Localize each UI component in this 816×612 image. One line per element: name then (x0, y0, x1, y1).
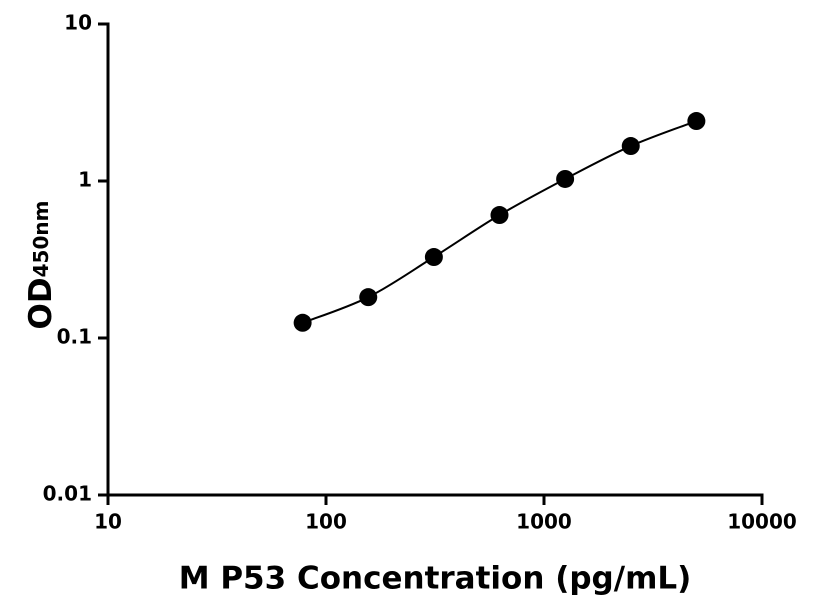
y-axis-title-main: OD (23, 277, 59, 329)
data-point (359, 288, 378, 307)
x-tick-label: 10 (94, 510, 122, 534)
y-tick-label: 0.1 (57, 325, 92, 349)
data-point (556, 169, 575, 188)
data-point (424, 248, 443, 267)
x-axis-title: M P53 Concentration (pg/mL) (179, 561, 692, 597)
y-tick-label: 1 (78, 168, 92, 192)
data-point (293, 313, 312, 332)
x-tick-label: 10000 (727, 510, 797, 534)
y-tick-label: 10 (64, 11, 92, 35)
y-axis-title: OD450nm (23, 201, 59, 330)
data-point (687, 112, 706, 131)
y-axis-title-subscript: 450nm (29, 201, 53, 278)
data-point (621, 137, 640, 156)
x-tick-label: 100 (305, 510, 347, 534)
data-point (490, 206, 509, 225)
x-tick-label: 1000 (516, 510, 572, 534)
y-tick-label: 0.01 (43, 482, 92, 506)
